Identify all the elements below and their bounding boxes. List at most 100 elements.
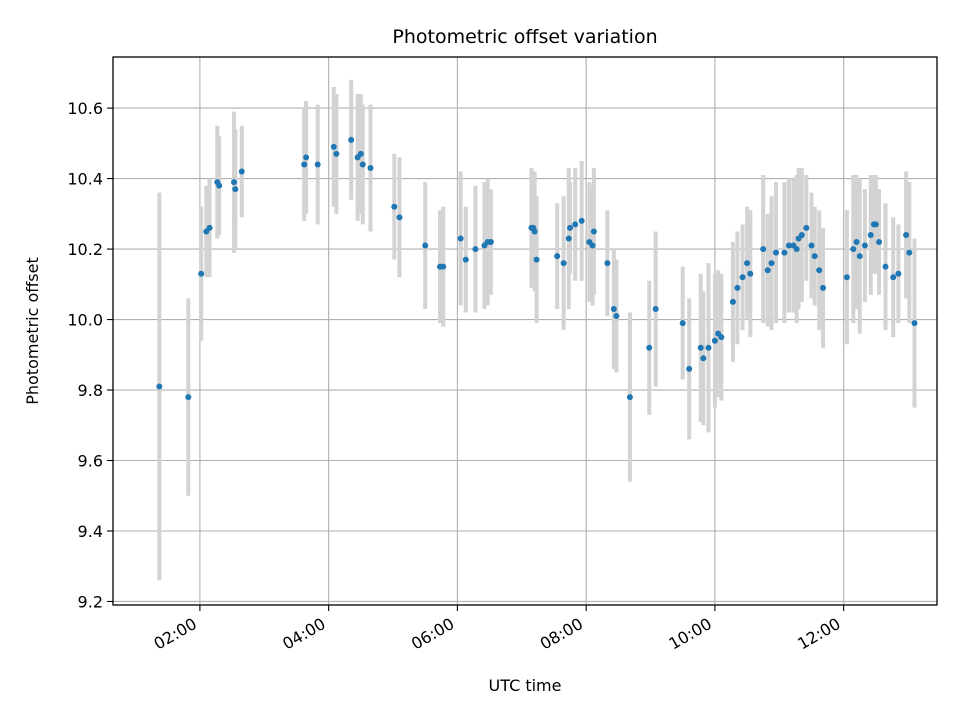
data-point xyxy=(808,242,815,249)
data-point xyxy=(156,383,163,390)
y-tick-label: 10.6 xyxy=(67,99,103,118)
data-point xyxy=(533,256,540,263)
y-tick-label: 9.4 xyxy=(78,522,103,541)
data-point xyxy=(357,150,364,157)
data-point xyxy=(867,231,874,238)
data-points xyxy=(156,136,918,401)
data-point xyxy=(457,235,464,242)
x-tick-label: 12:00 xyxy=(794,614,843,654)
plot-frame xyxy=(112,56,938,606)
data-point xyxy=(773,249,780,256)
data-point xyxy=(686,365,693,372)
x-axis-ticks: 02:00 04:00 06:00 08:00 10:00 12:00 xyxy=(150,605,845,654)
y-tick-label: 9.8 xyxy=(78,381,103,400)
data-point xyxy=(856,253,863,260)
y-tick-label: 10.4 xyxy=(67,170,103,189)
x-tick-label: 02:00 xyxy=(150,614,199,654)
data-point xyxy=(333,150,340,157)
x-tick-label: 06:00 xyxy=(408,614,457,654)
data-point xyxy=(803,224,810,231)
data-point xyxy=(578,217,585,224)
data-point xyxy=(367,165,374,172)
y-tick-label: 9.6 xyxy=(78,452,103,471)
data-point xyxy=(785,242,792,249)
data-point xyxy=(882,263,889,270)
data-point xyxy=(565,235,572,242)
plot-background xyxy=(113,57,937,605)
y-axis-ticks: 9.2 9.4 9.6 9.8 10.0 10.2 10.4 10.6 xyxy=(67,99,113,611)
data-point xyxy=(729,298,736,305)
data-point xyxy=(890,274,897,281)
data-point xyxy=(911,320,918,327)
data-point xyxy=(348,136,355,143)
data-point xyxy=(764,267,771,274)
data-point xyxy=(604,260,611,267)
data-point xyxy=(734,284,741,291)
data-point xyxy=(330,143,337,150)
data-point xyxy=(679,320,686,327)
data-point xyxy=(652,305,659,312)
data-point xyxy=(487,239,494,246)
x-tick-label: 10:00 xyxy=(665,614,714,654)
data-point xyxy=(359,161,366,168)
data-point xyxy=(314,161,321,168)
data-point xyxy=(206,224,213,231)
data-point xyxy=(572,221,579,228)
data-point xyxy=(793,246,800,253)
data-point xyxy=(744,260,751,267)
data-point xyxy=(231,179,238,186)
data-point xyxy=(798,231,805,238)
data-point xyxy=(895,270,902,277)
x-axis-label: UTC time xyxy=(489,676,562,695)
data-point xyxy=(739,274,746,281)
data-point xyxy=(876,239,883,246)
chart-title: Photometric offset variation xyxy=(392,26,657,48)
data-point xyxy=(906,249,913,256)
data-point xyxy=(303,154,310,161)
data-point xyxy=(232,186,239,193)
y-tick-label: 10.0 xyxy=(67,311,103,330)
data-point xyxy=(781,249,788,256)
data-point xyxy=(872,221,879,228)
data-point xyxy=(531,228,538,235)
data-point xyxy=(850,246,857,253)
data-point xyxy=(567,224,574,231)
data-point xyxy=(422,242,429,249)
x-tick-label: 08:00 xyxy=(537,614,586,654)
data-point xyxy=(589,242,596,249)
data-point xyxy=(462,256,469,263)
grid-lines xyxy=(113,57,937,605)
data-point xyxy=(811,253,818,260)
x-tick-label: 04:00 xyxy=(279,614,328,654)
data-point xyxy=(718,334,725,341)
data-point xyxy=(396,214,403,221)
data-point xyxy=(646,344,653,351)
data-point xyxy=(391,203,398,210)
y-tick-label: 10.2 xyxy=(67,240,103,259)
data-point xyxy=(613,313,620,320)
data-point xyxy=(185,394,192,401)
data-point xyxy=(768,260,775,267)
data-point xyxy=(705,344,712,351)
data-point xyxy=(816,267,823,274)
data-point xyxy=(747,270,754,277)
data-point xyxy=(590,228,597,235)
data-point xyxy=(554,253,561,260)
y-axis-label: Photometric offset xyxy=(23,257,42,405)
data-point xyxy=(626,394,633,401)
data-point xyxy=(697,344,704,351)
data-point xyxy=(820,284,827,291)
data-point xyxy=(760,246,767,253)
data-point xyxy=(216,182,223,189)
data-point xyxy=(301,161,308,168)
data-point xyxy=(440,263,447,270)
y-tick-label: 9.2 xyxy=(78,592,103,611)
data-point xyxy=(843,274,850,281)
data-point xyxy=(238,168,245,175)
data-point xyxy=(853,239,860,246)
data-point xyxy=(861,242,868,249)
data-point xyxy=(903,231,910,238)
data-point xyxy=(610,305,617,312)
data-point xyxy=(711,337,718,344)
